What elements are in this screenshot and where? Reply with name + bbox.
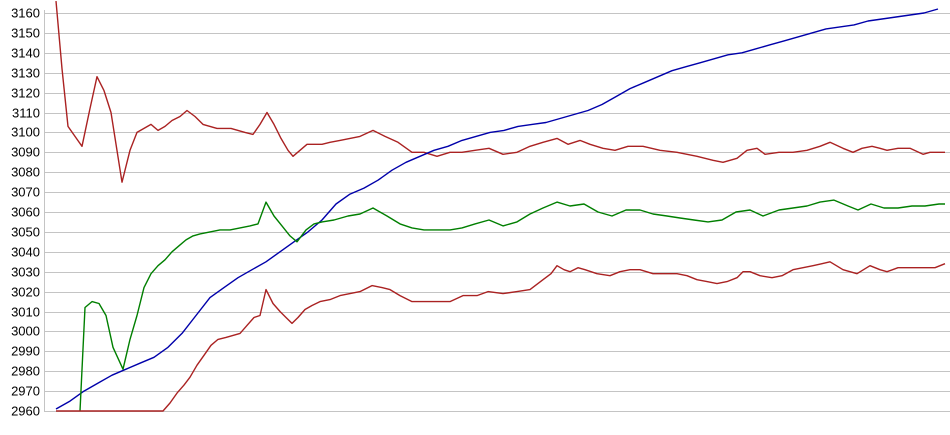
y-tick-label: 2970 <box>11 384 40 399</box>
series-green-line <box>79 199 945 412</box>
y-tick-label: 3010 <box>11 305 40 320</box>
y-tick-label: 3040 <box>11 245 40 260</box>
y-tick-label: 3080 <box>11 165 40 180</box>
y-tick-label: 2980 <box>11 364 40 379</box>
y-tick-label: 2990 <box>11 344 40 359</box>
y-tick-label: 3030 <box>11 265 40 280</box>
series-upper-red-line <box>55 1 945 183</box>
y-tick-label: 3070 <box>11 185 40 200</box>
y-tick-label: 3000 <box>11 324 40 339</box>
y-tick-label: 3120 <box>11 86 40 101</box>
y-tick-label: 3060 <box>11 205 40 220</box>
y-tick-label: 3100 <box>11 125 40 140</box>
y-tick-label: 3050 <box>11 225 40 240</box>
y-tick-label: 3140 <box>11 46 40 61</box>
y-tick-label: 3090 <box>11 145 40 160</box>
series-lower-red-line <box>56 261 946 412</box>
series-blue-line <box>55 8 939 410</box>
y-tick-label: 2960 <box>11 404 40 419</box>
y-tick-label: 3130 <box>11 66 40 81</box>
y-tick-label: 3150 <box>11 26 40 41</box>
y-tick-label: 3110 <box>12 106 40 121</box>
y-tick-label: 3020 <box>11 285 40 300</box>
y-tick-label: 3160 <box>11 6 40 21</box>
